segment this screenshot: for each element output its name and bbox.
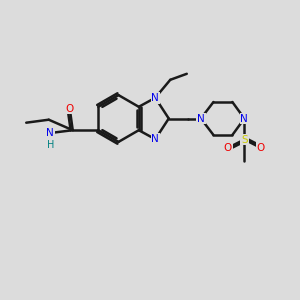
Text: H: H — [46, 140, 54, 150]
Text: O: O — [257, 143, 265, 153]
Text: N: N — [241, 113, 248, 124]
Text: S: S — [241, 134, 248, 145]
Text: O: O — [66, 103, 74, 114]
Text: N: N — [197, 113, 205, 124]
Text: O: O — [224, 143, 232, 153]
Text: N: N — [152, 134, 159, 144]
Text: N: N — [152, 93, 159, 103]
Text: N: N — [46, 128, 54, 138]
